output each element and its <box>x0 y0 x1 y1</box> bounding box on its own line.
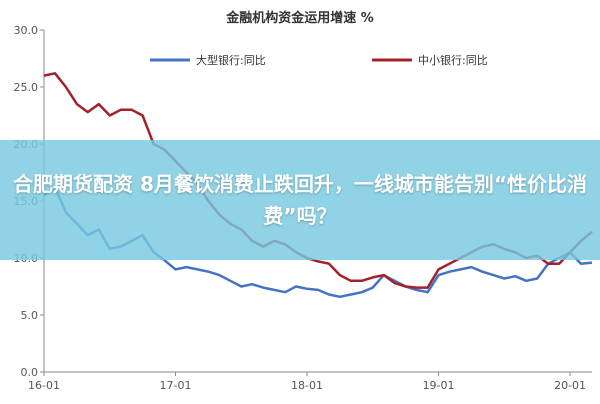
headline-banner: 合肥期货配资 8月餐饮消费止跌回升，一线城市能告别“性价比消费”吗？ <box>0 140 600 260</box>
y-tick-label: 30.0 <box>14 24 39 37</box>
x-tick-label: 17-01 <box>160 379 192 392</box>
chart-title: 金融机构资金运用增速 % <box>225 10 374 26</box>
y-tick-label: 0.0 <box>21 366 39 379</box>
legend: 大型银行:同比 中小银行:同比 <box>150 53 488 67</box>
legend-label-large-banks: 大型银行:同比 <box>196 53 266 67</box>
x-tick-label: 20-01 <box>554 379 586 392</box>
legend-label-small-banks: 中小银行:同比 <box>418 53 488 67</box>
x-tick-label: 18-01 <box>291 379 323 392</box>
x-tick-label: 19-01 <box>423 379 455 392</box>
x-tick-label: 16-01 <box>28 379 60 392</box>
headline-text: 合肥期货配资 8月餐饮消费止跌回升，一线城市能告别“性价比消费”吗？ <box>12 172 588 228</box>
y-tick-label: 5.0 <box>21 309 39 322</box>
y-tick-label: 25.0 <box>14 81 39 94</box>
